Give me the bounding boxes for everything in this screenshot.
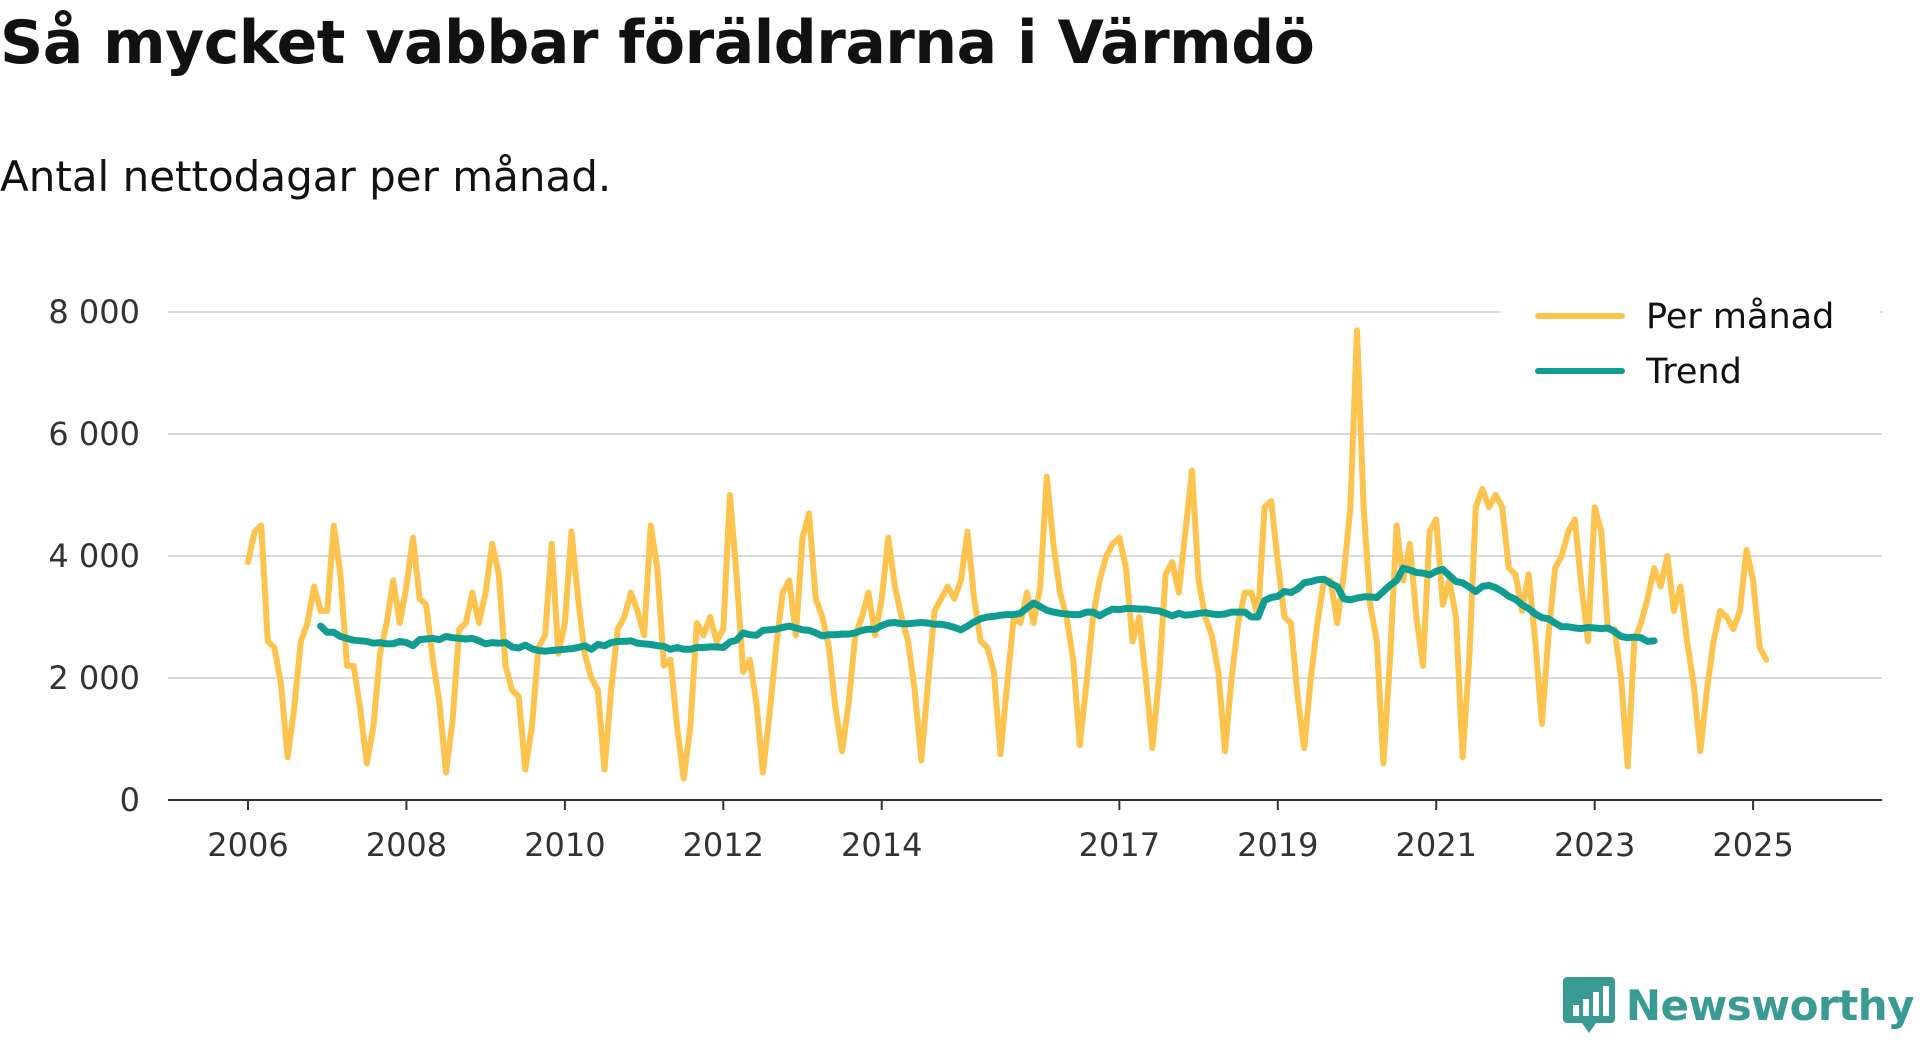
- x-tick-label: 2023: [1554, 826, 1635, 864]
- y-tick-label: 0: [120, 781, 140, 819]
- x-tick-label: 2019: [1237, 826, 1318, 864]
- x-tick-label: 2021: [1396, 826, 1477, 864]
- y-axis: 0 2 000 4 000 6 000 8 000: [48, 293, 140, 819]
- legend-label-per-manad: Per månad: [1646, 296, 1834, 337]
- x-tick-label: 2012: [683, 826, 764, 864]
- x-tick-label: 2014: [841, 826, 922, 864]
- y-tick-label: 6 000: [48, 415, 140, 453]
- x-tick-label: 2025: [1712, 826, 1793, 864]
- y-tick-label: 8 000: [48, 293, 140, 331]
- y-tick-label: 4 000: [48, 537, 140, 575]
- chart-subtitle: Antal nettodagar per månad.: [0, 152, 612, 201]
- series-trend-line: [317, 564, 1658, 655]
- brand-logo: Newsworthy: [1562, 974, 1915, 1036]
- legend: Per månad Trend: [1500, 290, 1880, 402]
- legend-label-trend: Trend: [1645, 352, 1742, 392]
- series-layer: [245, 327, 1770, 782]
- x-tick-label: 2006: [207, 826, 288, 864]
- x-tick-label: 2010: [524, 826, 605, 864]
- y-tick-label: 2 000: [48, 659, 140, 697]
- brand-name: Newsworthy: [1625, 980, 1915, 1030]
- legend-background: [1500, 290, 1880, 402]
- chart-bubble-icon: [1562, 977, 1615, 1033]
- x-tick-label: 2008: [366, 826, 447, 864]
- x-axis: 2006 2008 2010 2012 2014 2017 2019 2021 2023 2025: [168, 799, 1882, 864]
- x-tick-label: 2017: [1079, 826, 1160, 864]
- series-per-manad-line: [245, 327, 1770, 782]
- chart-title: Så mycket vabbar föräldrarna i Värmdö: [0, 8, 1315, 78]
